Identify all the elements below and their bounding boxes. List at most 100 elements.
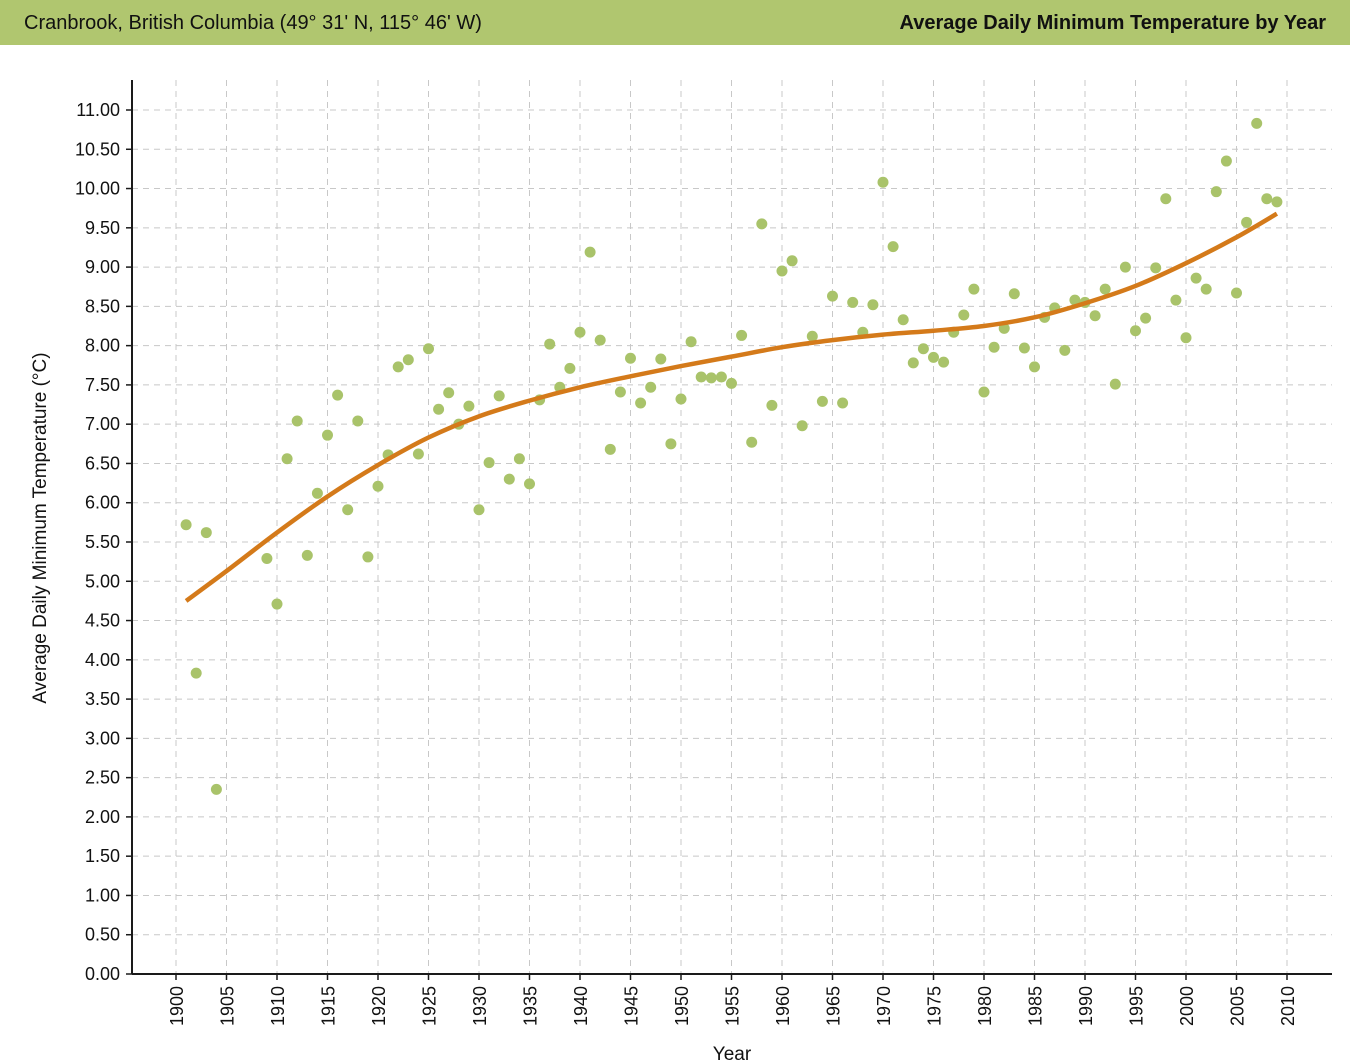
trend-line xyxy=(184,211,1279,603)
x-tick-label: 1920 xyxy=(369,986,389,1026)
data-point xyxy=(917,343,929,355)
data-point xyxy=(1119,261,1131,273)
data-point xyxy=(473,504,485,516)
y-tick-label: 7.00 xyxy=(85,414,120,434)
x-tick-label: 1960 xyxy=(773,986,793,1026)
data-point xyxy=(352,415,364,427)
y-tick-label: 4.00 xyxy=(85,650,120,670)
data-point xyxy=(1210,186,1222,198)
y-tick-label: 0.50 xyxy=(85,925,120,945)
data-point xyxy=(776,265,788,277)
data-point xyxy=(1170,294,1182,306)
data-point xyxy=(827,290,838,302)
y-tick-label: 2.00 xyxy=(85,807,120,827)
x-tick-label: 1915 xyxy=(319,986,339,1026)
y-tick-label: 9.00 xyxy=(85,257,120,277)
data-point xyxy=(524,478,535,490)
x-axis-ticks: 1900 1905 1910 1915 1920 1925 1930 1935 1940 1945… xyxy=(167,974,1298,1026)
x-tick-label: 2010 xyxy=(1278,986,1298,1026)
x-tick-label: 1935 xyxy=(521,986,541,1026)
y-tick-label: 6.00 xyxy=(85,493,120,513)
data-point xyxy=(1059,344,1071,356)
data-point xyxy=(1271,196,1283,208)
x-tick-label: 1955 xyxy=(723,986,743,1026)
data-point xyxy=(867,299,879,311)
y-axis-title: Average Daily Minimum Temperature (°C) xyxy=(30,352,51,703)
data-point xyxy=(433,403,445,415)
data-point xyxy=(1200,283,1212,295)
data-point xyxy=(1029,361,1040,373)
x-tick-label: 2005 xyxy=(1228,986,1248,1026)
data-point xyxy=(1261,193,1273,205)
data-point xyxy=(806,330,818,342)
x-tick-label: 2000 xyxy=(1177,986,1197,1026)
data-points xyxy=(180,117,1283,795)
data-point xyxy=(1018,342,1030,354)
data-point xyxy=(645,381,657,393)
y-tick-label: 11.00 xyxy=(76,100,120,120)
x-tick-label: 1940 xyxy=(571,986,591,1026)
data-point xyxy=(342,504,354,516)
x-tick-label: 1995 xyxy=(1127,986,1147,1026)
x-tick-label: 1930 xyxy=(470,986,490,1026)
x-tick-label: 1900 xyxy=(167,986,187,1026)
y-tick-label: 1.50 xyxy=(85,846,120,866)
y-tick-label: 7.50 xyxy=(85,375,120,395)
data-point xyxy=(877,176,889,188)
data-point xyxy=(1180,332,1192,344)
location-label: Cranbrook, British Columbia (49° 31' N, … xyxy=(24,12,482,34)
data-point xyxy=(796,420,808,432)
data-point xyxy=(332,389,344,401)
data-point xyxy=(968,283,980,295)
data-point xyxy=(544,338,556,350)
data-point xyxy=(423,343,434,355)
data-point xyxy=(665,438,677,450)
data-point xyxy=(412,448,424,460)
x-tick-label: 1970 xyxy=(874,986,894,1026)
data-point xyxy=(564,362,576,374)
y-tick-label: 10.00 xyxy=(75,179,120,199)
data-point xyxy=(675,393,687,405)
data-point xyxy=(1089,310,1101,322)
data-point xyxy=(372,480,384,492)
data-point xyxy=(1231,287,1242,299)
data-point xyxy=(635,397,647,409)
chart-title: Average Daily Minimum Temperature by Yea… xyxy=(899,12,1326,34)
data-point xyxy=(695,371,707,383)
x-tick-label: 1925 xyxy=(420,986,440,1026)
x-tick-label: 1965 xyxy=(824,986,844,1026)
y-tick-label: 5.50 xyxy=(85,532,120,552)
data-point xyxy=(1251,117,1263,129)
data-point xyxy=(816,395,828,407)
data-point xyxy=(786,255,798,267)
data-point xyxy=(180,519,192,531)
data-point xyxy=(493,390,505,402)
data-point xyxy=(746,436,758,448)
data-point xyxy=(271,598,283,610)
x-tick-label: 1905 xyxy=(218,986,238,1026)
y-tick-label: 4.50 xyxy=(85,611,120,631)
grid-lines xyxy=(132,80,1332,975)
data-point xyxy=(614,386,626,398)
chart-header: Cranbrook, British Columbia (49° 31' N, … xyxy=(0,0,1350,45)
x-tick-label: 1945 xyxy=(622,986,642,1026)
data-point xyxy=(402,354,414,366)
data-point xyxy=(625,352,636,364)
data-point xyxy=(594,334,606,346)
data-point xyxy=(574,326,586,338)
data-point xyxy=(705,372,717,384)
data-point xyxy=(655,353,667,365)
data-point xyxy=(210,783,222,795)
data-point xyxy=(756,218,768,230)
data-point xyxy=(685,336,697,348)
data-point xyxy=(1190,272,1202,284)
data-point xyxy=(837,397,849,409)
y-tick-label: 1.00 xyxy=(85,885,120,905)
data-point xyxy=(200,527,212,539)
data-point xyxy=(928,351,939,363)
data-point xyxy=(1130,325,1141,337)
data-point xyxy=(584,246,596,258)
x-tick-label: 1950 xyxy=(672,986,692,1026)
data-point xyxy=(190,667,202,679)
